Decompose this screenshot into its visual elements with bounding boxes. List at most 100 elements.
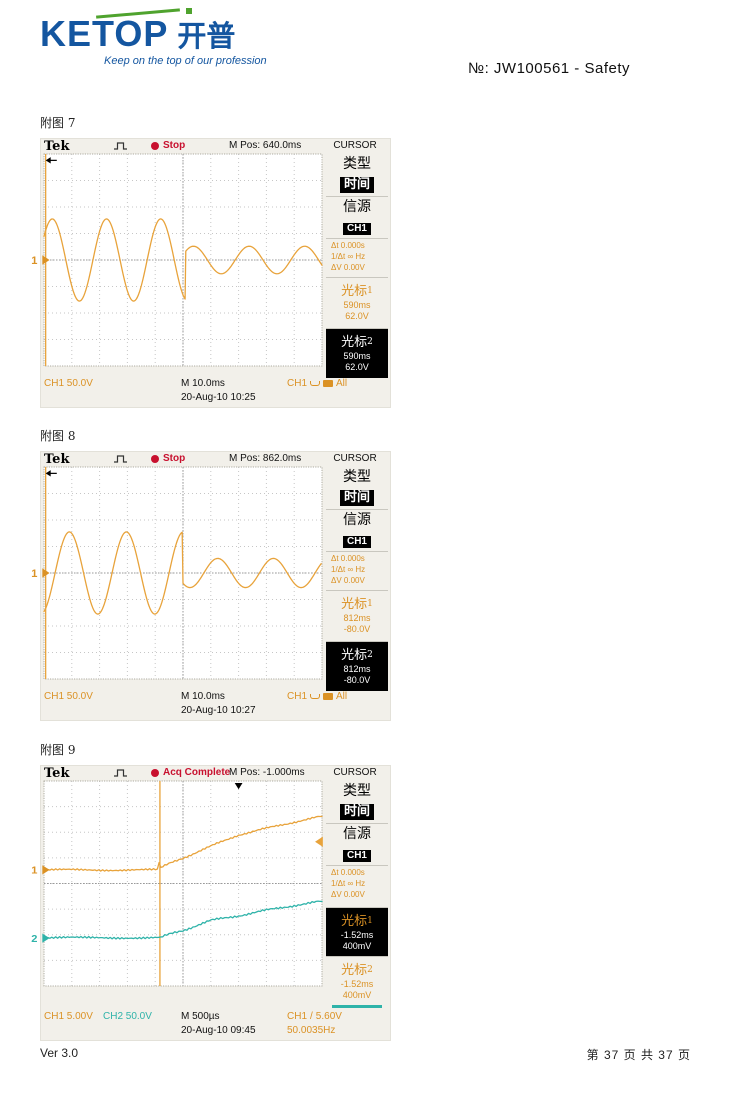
delta-readouts: Δt 0.000s 1/Δt ∞ Hz ΔV 0.00V — [326, 551, 388, 589]
menu-title: CURSOR — [333, 140, 377, 151]
scope-screen: 1 — [31, 154, 322, 366]
trigger-type-icon — [114, 142, 127, 150]
cursor1-volt: -80.0V — [343, 623, 371, 634]
cursor2-volt: 400mV — [342, 990, 372, 1001]
timestamp: 20-Aug-10 09:45 — [181, 1024, 256, 1036]
logo-tagline: Keep on the top of our profession — [104, 55, 267, 67]
version-label: Ver 3.0 — [40, 1046, 79, 1060]
trigger-readout: CH1 All — [287, 690, 348, 702]
oscilloscope-screenshot: Tek Acq Complete M Pos: -1.000ms CURSOR … — [31, 765, 391, 1041]
figure-caption: 附图 7 — [40, 116, 76, 130]
cursor2-readout: 光标2 812ms -80.0V — [326, 641, 388, 691]
cursor-source-label: 信源 — [343, 826, 371, 843]
cursor-type-label: 类型 — [343, 783, 371, 799]
cursor1-readout: 光标1 590ms 62.0V — [326, 276, 388, 325]
cursor1-readout: 光标1 812ms -80.0V — [326, 589, 388, 638]
cursor-source-section: 信源 CH1 — [326, 823, 388, 865]
cursor1-time: 590ms — [343, 299, 371, 310]
delta-t-readout: Δt 0.000s — [331, 554, 365, 564]
logo-wordmark: KETOP — [40, 13, 169, 54]
cursor-source-label: 信源 — [343, 199, 371, 216]
scope-topbar: Tek Acq Complete M Pos: -1.000ms CURSOR — [41, 766, 390, 781]
scope-date-row: 20-Aug-10 10:27 — [41, 705, 390, 718]
scope-bottom-readouts: CH1 5.00V CH2 50.0V M 500µs CH1/5.60V — [41, 1011, 390, 1025]
trigger-frequency-readout: 50.0035Hz — [287, 1024, 336, 1036]
svg-text:1: 1 — [31, 865, 37, 877]
cursor2-readout: 光标2 590ms 62.0V — [326, 328, 388, 378]
scope-side-menu: 类型 时间 信源 CH1 Δt 0.000s 1/Δt ∞ Hz ΔV 0.00… — [324, 781, 390, 1011]
status-text: Acq Complete — [163, 767, 231, 778]
delta-readouts: Δt 0.000s 1/Δt ∞ Hz ΔV 0.00V — [326, 238, 388, 276]
trigger-type-icon — [114, 769, 127, 777]
scope-date-row: 20-Aug-10 09:45 50.0035Hz — [41, 1025, 390, 1038]
cursor-source-value: CH1 — [342, 535, 371, 549]
tek-logo: Tek — [44, 766, 70, 781]
figure-7: 附图 7 Tek Stop M Pos: 640.0ms CURSOR 1 类型… — [31, 114, 391, 408]
cursor-type-label: 类型 — [343, 156, 371, 172]
cursor1-time: -1.52ms — [340, 929, 374, 940]
cursor-type-value: 时间 — [339, 176, 374, 194]
m-pos-readout: M Pos: 862.0ms — [229, 453, 302, 464]
ch1-scale-readout: CH1 50.0V — [44, 690, 93, 702]
svg-text:1: 1 — [31, 255, 37, 267]
oscilloscope-screenshot: Tek Stop M Pos: 862.0ms CURSOR 1 类型 时间 信… — [31, 451, 391, 721]
ketop-logo: KETOP 开普 Keep on the top of our professi… — [40, 8, 300, 88]
cursor2-volt: -80.0V — [343, 675, 371, 686]
timestamp: 20-Aug-10 10:27 — [181, 704, 256, 716]
figure-caption: 附图 9 — [40, 743, 76, 757]
svg-text:1: 1 — [31, 568, 37, 580]
delta-t-readout: Δt 0.000s — [331, 241, 365, 251]
cursor-type-section: 类型 时间 — [326, 154, 388, 196]
menu-title: CURSOR — [333, 767, 377, 778]
cursor1-time: 812ms — [343, 612, 371, 623]
delta-freq-readout: 1/Δt ∞ Hz — [331, 252, 366, 262]
delta-v-readout: ΔV 0.00V — [331, 262, 365, 272]
document-number: №: JW100561 - Safety — [468, 60, 630, 77]
cursor1-volt: 62.0V — [345, 310, 369, 321]
menu-title: CURSOR — [333, 453, 377, 464]
cursor2-label: 光标 — [341, 335, 368, 351]
cursor2-readout: 光标2 -1.52ms 400mV — [326, 956, 388, 1010]
ch1-scale-readout: CH1 50.0V — [44, 377, 93, 389]
cursor-source-section: 信源 CH1 — [326, 196, 388, 238]
figure-8: 附图 8 Tek Stop M Pos: 862.0ms CURSOR 1 类型… — [31, 427, 391, 721]
cursor-source-value: CH1 — [342, 222, 371, 236]
acquisition-status: Stop — [151, 140, 185, 151]
timebase-readout: M 10.0ms — [181, 690, 225, 702]
scope-side-menu: 类型 时间 信源 CH1 Δt 0.000s 1/Δt ∞ Hz ΔV 0.00… — [324, 154, 390, 378]
scope-topbar: Tek Stop M Pos: 862.0ms CURSOR — [41, 452, 390, 467]
cursor2-label: 光标 — [341, 963, 368, 979]
status-text: Stop — [163, 140, 186, 151]
logo-chinese-name: 开普 — [177, 20, 236, 53]
delta-freq-readout: 1/Δt ∞ Hz — [331, 879, 366, 889]
scope-side-menu: 类型 时间 信源 CH1 Δt 0.000s 1/Δt ∞ Hz ΔV 0.00… — [324, 467, 390, 691]
cursor-type-label: 类型 — [343, 469, 371, 485]
cursor-type-value: 时间 — [339, 803, 374, 821]
cursor1-label: 光标 — [341, 596, 368, 612]
timebase-readout: M 500µs — [181, 1010, 220, 1022]
ch2-ground-indicator — [332, 1004, 382, 1008]
trigger-line-icon — [310, 693, 321, 699]
trigger-readout: CH1 All — [287, 377, 348, 389]
delta-t-readout: Δt 0.000s — [331, 868, 365, 878]
scope-topbar: Tek Stop M Pos: 640.0ms CURSOR — [41, 139, 390, 154]
oscilloscope-screenshot: Tek Stop M Pos: 640.0ms CURSOR 1 类型 时间 信… — [31, 138, 391, 408]
timestamp: 20-Aug-10 10:25 — [181, 391, 256, 403]
rising-edge-icon: / — [310, 1010, 313, 1022]
trigger-lines-icon — [323, 379, 334, 387]
cursor1-label: 光标 — [341, 283, 368, 299]
stop-indicator-icon — [151, 768, 159, 777]
tek-logo: Tek — [44, 139, 70, 154]
delta-readouts: Δt 0.000s 1/Δt ∞ Hz ΔV 0.00V — [326, 865, 388, 903]
trigger-line-icon — [310, 380, 321, 386]
svg-text:2: 2 — [31, 933, 37, 945]
stop-indicator-icon — [151, 141, 159, 150]
scope-bottom-readouts: CH1 50.0V M 10.0ms CH1 All — [41, 378, 390, 392]
cursor1-label: 光标 — [341, 913, 368, 929]
status-text: Stop — [163, 453, 186, 464]
trigger-lines-icon — [323, 692, 334, 700]
m-pos-readout: M Pos: 640.0ms — [229, 140, 302, 151]
ch1-scale-readout: CH1 5.00V — [44, 1010, 93, 1022]
cursor2-time: 812ms — [343, 664, 371, 675]
